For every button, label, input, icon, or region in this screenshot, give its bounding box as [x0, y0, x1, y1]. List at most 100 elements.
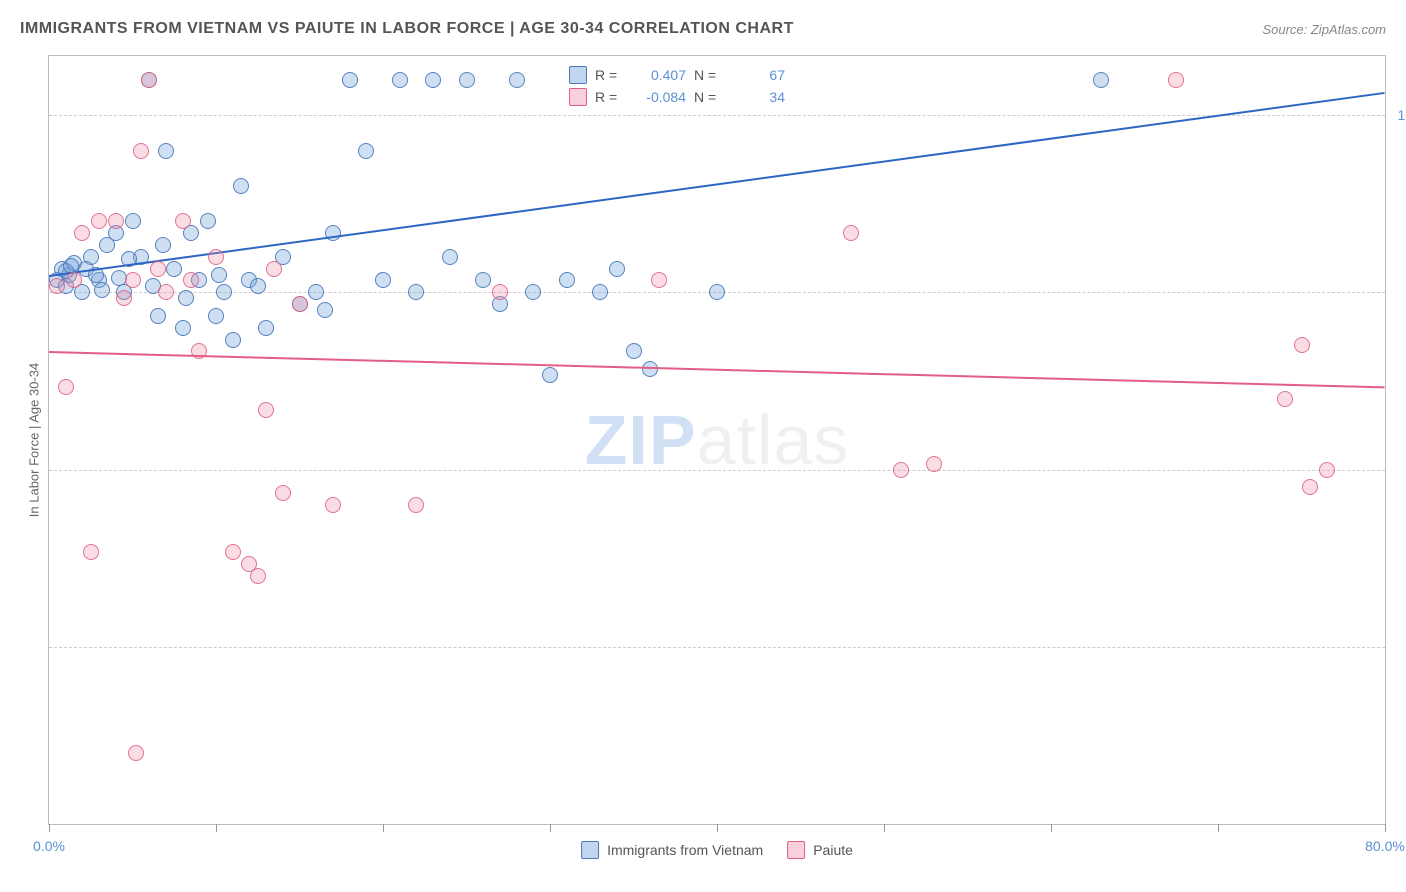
legend-swatch-series-2 — [787, 841, 805, 859]
n-label: N = — [694, 89, 722, 105]
scatter-point — [133, 143, 149, 159]
scatter-point — [175, 320, 191, 336]
scatter-point — [208, 308, 224, 324]
legend-swatch-series-1 — [569, 66, 587, 84]
scatter-point — [158, 143, 174, 159]
scatter-point — [266, 261, 282, 277]
scatter-point — [211, 267, 227, 283]
scatter-point — [408, 284, 424, 300]
x-tick — [216, 824, 217, 832]
scatter-point — [128, 745, 144, 761]
trend-line — [49, 91, 1385, 276]
scatter-point — [893, 462, 909, 478]
scatter-point — [1319, 462, 1335, 478]
scatter-point — [116, 290, 132, 306]
scatter-point — [94, 282, 110, 298]
scatter-point — [49, 278, 65, 294]
x-tick — [1385, 824, 1386, 832]
scatter-point — [609, 261, 625, 277]
scatter-point — [183, 272, 199, 288]
n-value-series-2: 34 — [730, 89, 785, 105]
x-tick — [717, 824, 718, 832]
scatter-point — [308, 284, 324, 300]
scatter-point — [459, 72, 475, 88]
scatter-point — [66, 272, 82, 288]
scatter-point — [125, 213, 141, 229]
scatter-point — [108, 213, 124, 229]
scatter-point — [358, 143, 374, 159]
n-label: N = — [694, 67, 722, 83]
series-legend: Immigrants from Vietnam Paiute — [581, 841, 853, 859]
grid-line — [49, 470, 1385, 471]
scatter-point — [843, 225, 859, 241]
correlation-legend: R = 0.407 N = 67 R = -0.084 N = 34 — [569, 64, 849, 108]
x-tick-label: 80.0% — [1365, 838, 1405, 854]
scatter-point — [200, 213, 216, 229]
y-axis-label: In Labor Force | Age 30-34 — [27, 363, 42, 517]
scatter-point — [375, 272, 391, 288]
scatter-point — [651, 272, 667, 288]
r-value-series-1: 0.407 — [631, 67, 686, 83]
x-tick — [1051, 824, 1052, 832]
r-label: R = — [595, 89, 623, 105]
legend-item-series-2: Paiute — [787, 841, 853, 859]
scatter-point — [158, 284, 174, 300]
scatter-point — [83, 544, 99, 560]
scatter-point — [91, 213, 107, 229]
x-tick — [884, 824, 885, 832]
scatter-point — [1168, 72, 1184, 88]
legend-item-series-1: Immigrants from Vietnam — [581, 841, 763, 859]
x-tick — [49, 824, 50, 832]
chart-plot-area: In Labor Force | Age 30-34 55.0%70.0%85.… — [48, 55, 1386, 825]
scatter-point — [292, 296, 308, 312]
legend-row-series-2: R = -0.084 N = 34 — [569, 86, 849, 108]
scatter-point — [175, 213, 191, 229]
scatter-canvas: 55.0%70.0%85.0%100.0%0.0%80.0% — [49, 56, 1385, 824]
x-tick — [1218, 824, 1219, 832]
scatter-point — [258, 402, 274, 418]
scatter-point — [1277, 391, 1293, 407]
scatter-point — [208, 249, 224, 265]
scatter-point — [392, 72, 408, 88]
scatter-point — [442, 249, 458, 265]
scatter-point — [233, 178, 249, 194]
scatter-point — [509, 72, 525, 88]
scatter-point — [525, 284, 541, 300]
n-value-series-1: 67 — [730, 67, 785, 83]
scatter-point — [342, 72, 358, 88]
scatter-point — [1294, 337, 1310, 353]
scatter-point — [166, 261, 182, 277]
scatter-point — [926, 456, 942, 472]
legend-label-series-1: Immigrants from Vietnam — [607, 842, 763, 858]
chart-title: IMMIGRANTS FROM VIETNAM VS PAIUTE IN LAB… — [20, 20, 794, 38]
scatter-point — [150, 261, 166, 277]
scatter-point — [325, 497, 341, 513]
scatter-point — [475, 272, 491, 288]
scatter-point — [275, 485, 291, 501]
legend-swatch-series-1 — [581, 841, 599, 859]
trend-line — [49, 351, 1385, 388]
grid-line — [49, 115, 1385, 116]
scatter-point — [225, 544, 241, 560]
scatter-point — [58, 379, 74, 395]
scatter-point — [626, 343, 642, 359]
x-tick — [383, 824, 384, 832]
scatter-point — [408, 497, 424, 513]
scatter-point — [1302, 479, 1318, 495]
scatter-point — [258, 320, 274, 336]
legend-label-series-2: Paiute — [813, 842, 853, 858]
scatter-point — [74, 225, 90, 241]
scatter-point — [125, 272, 141, 288]
scatter-point — [141, 72, 157, 88]
scatter-point — [1093, 72, 1109, 88]
scatter-point — [155, 237, 171, 253]
grid-line — [49, 647, 1385, 648]
source-attribution: Source: ZipAtlas.com — [1262, 22, 1386, 37]
scatter-point — [542, 367, 558, 383]
scatter-point — [250, 568, 266, 584]
scatter-point — [492, 284, 508, 300]
scatter-point — [225, 332, 241, 348]
r-value-series-2: -0.084 — [631, 89, 686, 105]
r-label: R = — [595, 67, 623, 83]
scatter-point — [425, 72, 441, 88]
